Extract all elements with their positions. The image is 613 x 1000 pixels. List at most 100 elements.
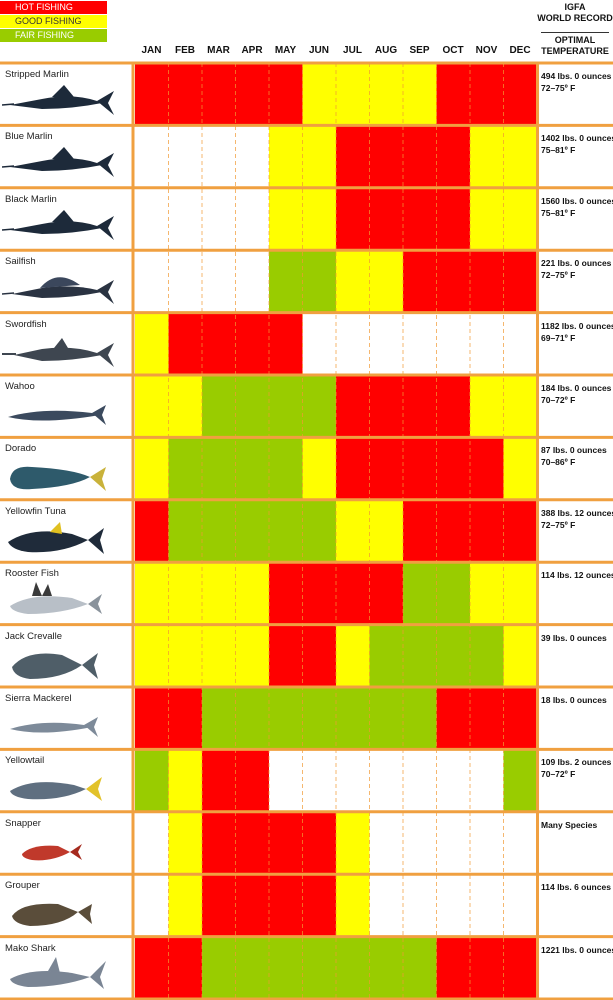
cell-6-mar — [202, 437, 236, 500]
cell-12-jul — [336, 811, 370, 875]
cell-11-oct — [436, 749, 471, 812]
cell-8-sep — [403, 562, 437, 625]
cell-1-may — [269, 125, 303, 188]
optimal-temperature: 72–75º F — [541, 519, 576, 530]
cell-5-jun — [302, 375, 337, 438]
cell-13-feb — [168, 874, 203, 937]
cell-9-jan — [135, 624, 169, 687]
cell-2-jul — [336, 187, 370, 251]
record-weight: 114 lbs. 6 ounces — [541, 882, 611, 893]
cell-3-sep — [403, 250, 437, 313]
cell-5-mar — [202, 375, 236, 438]
cell-0-jun — [302, 63, 337, 126]
optimal-temperature: 70–86º F — [541, 457, 576, 468]
cell-10-aug — [369, 687, 404, 750]
cell-1-feb — [168, 125, 203, 188]
optimal-temperature: 72–75º F — [541, 270, 576, 281]
cell-4-aug — [369, 312, 404, 375]
cell-14-mar — [202, 936, 236, 999]
cell-8-aug — [369, 562, 404, 625]
record-weight: 109 lbs. 2 ounces — [541, 757, 612, 768]
cell-14-apr — [235, 936, 270, 999]
species-record: 1402 lbs. 0 ounces 75–81º F — [541, 132, 613, 156]
month-header-jul: JUL — [343, 45, 362, 56]
record-header: IGFA WORLD RECORD — [537, 2, 613, 24]
cell-8-nov — [470, 562, 504, 625]
cell-14-jul — [336, 936, 370, 999]
swordfish-icon — [2, 333, 117, 376]
record-weight: 494 lbs. 0 ounces — [541, 71, 612, 81]
cell-7-feb — [168, 499, 203, 563]
species-name: Yellowtail — [5, 755, 45, 767]
cell-3-may — [269, 250, 303, 313]
cell-2-aug — [369, 187, 404, 251]
cell-7-may — [269, 499, 303, 563]
species-name: Yellowfin Tuna — [5, 505, 66, 517]
cell-0-jul — [336, 63, 370, 126]
cell-4-mar — [202, 312, 236, 375]
temperature-header-line2: TEMPERATURE — [541, 46, 609, 56]
cell-7-apr — [235, 499, 270, 563]
cell-5-aug — [369, 375, 404, 438]
cell-6-aug — [369, 437, 404, 500]
optimal-temperature: 75–81º F — [541, 207, 576, 218]
legend-hot: HOT FISHING — [0, 1, 107, 14]
species-record: 221 lbs. 0 ounces 72–75º F — [541, 257, 611, 281]
cell-6-jan — [135, 437, 169, 500]
cell-5-nov — [470, 375, 504, 438]
species-name: Sailfish — [5, 256, 36, 268]
cell-1-mar — [202, 125, 236, 188]
cell-6-sep — [403, 437, 437, 500]
month-header-dec: DEC — [509, 45, 531, 56]
cell-3-aug — [369, 250, 404, 313]
cell-2-oct — [436, 187, 471, 251]
cell-8-may — [269, 562, 303, 625]
optimal-temperature: 70–72º F — [541, 769, 576, 780]
cell-12-mar — [202, 811, 236, 875]
roosterfish-icon — [2, 582, 117, 625]
cell-14-jun — [302, 936, 337, 999]
cell-12-feb — [168, 811, 203, 875]
cell-9-may — [269, 624, 303, 687]
cell-1-aug — [369, 125, 404, 188]
cell-11-jul — [336, 749, 370, 812]
cell-7-jan — [135, 499, 169, 563]
cell-4-oct — [436, 312, 471, 375]
cell-13-mar — [202, 874, 236, 937]
cell-0-apr — [235, 63, 270, 126]
month-header-aug: AUG — [374, 45, 398, 56]
cell-9-sep — [403, 624, 437, 687]
cell-5-apr — [235, 375, 270, 438]
cell-4-sep — [403, 312, 437, 375]
species-record: 109 lbs. 2 ounces 70–72º F — [541, 756, 611, 780]
cell-0-dec — [503, 63, 538, 126]
cell-14-may — [269, 936, 303, 999]
cell-5-sep — [403, 375, 437, 438]
cell-6-jul — [336, 437, 370, 500]
cell-1-apr — [235, 125, 270, 188]
record-weight: 1402 lbs. 0 ounces — [541, 133, 613, 144]
record-header-line1: IGFA — [564, 2, 586, 12]
cell-2-dec — [503, 187, 538, 251]
cell-7-mar — [202, 499, 236, 563]
month-header-nov: NOV — [475, 45, 498, 56]
grouper-icon — [2, 894, 117, 937]
cell-14-sep — [403, 936, 437, 999]
cell-13-jun — [302, 874, 337, 937]
cell-8-jan — [135, 562, 169, 625]
cell-1-nov — [470, 125, 504, 188]
species-record: 1560 lbs. 0 ounces 75–81º F — [541, 195, 613, 219]
cell-11-sep — [403, 749, 437, 812]
cell-11-nov — [470, 749, 504, 812]
cell-11-jan — [135, 749, 169, 812]
cell-14-aug — [369, 936, 404, 999]
cell-5-jul — [336, 375, 370, 438]
cell-10-apr — [235, 687, 270, 750]
cell-7-sep — [403, 499, 437, 563]
cell-10-feb — [168, 687, 203, 750]
cell-8-apr — [235, 562, 270, 625]
cell-0-mar — [202, 63, 236, 126]
species-name: Black Marlin — [5, 193, 57, 205]
cell-12-nov — [470, 811, 504, 875]
cell-9-mar — [202, 624, 236, 687]
